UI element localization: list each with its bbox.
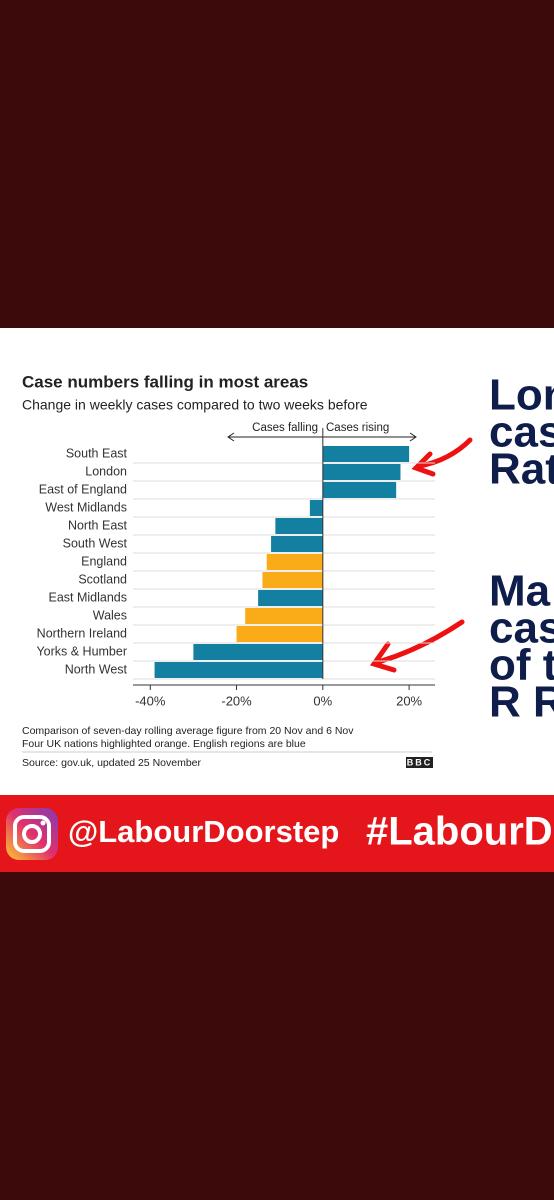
bar [271,536,323,552]
bar [266,554,323,570]
category-label: West Midlands [45,500,127,514]
category-label: South East [66,446,128,460]
side-line: of th [489,641,554,690]
bar [322,464,401,480]
banner-handle: @LabourDoorstep [68,814,339,849]
side-line: cas [489,408,554,457]
side-line: R Ra [489,678,554,727]
red-arrow [369,619,465,673]
red-arrow [411,437,473,477]
logo-bg [406,757,433,768]
chart-title: Case numbers falling in most areas [22,372,308,391]
side-line: Lon [489,371,554,420]
bar [245,608,323,624]
icon-dot [40,820,46,826]
category-label: North West [65,662,128,676]
category-label: East of England [39,482,127,496]
bar [236,626,323,642]
x-tick-label: 20% [396,693,422,708]
side-text: LoncasRatMacasof thR Ra [489,371,554,727]
footnote: Comparison of seven-day rolling average … [22,725,354,737]
banner [0,795,554,872]
bar [154,662,323,678]
icon-frame [13,815,51,853]
arrow-heads [227,432,417,442]
side-line: Rat [489,445,554,494]
source: Source: gov.uk, updated 25 November [22,757,202,769]
bar [322,482,397,498]
category-label: North East [68,518,128,532]
category-label: Northern Ireland [37,626,127,640]
category-label: Yorks & Humber [36,644,127,658]
bar [193,644,323,660]
category-label: England [81,554,127,568]
chart-subtitle: Change in weekly cases compared to two w… [22,397,368,413]
category-label: Scotland [78,572,127,586]
bar [258,590,323,606]
logo: BBC [407,757,433,767]
category-label: Wales [93,608,127,622]
x-tick-label: -40% [135,693,166,708]
annotation: Cases falling [252,422,318,434]
side-line: cas [489,604,554,653]
category-label: London [85,464,127,478]
side-line: Ma [489,567,551,616]
icon-lens [22,824,42,844]
bar [322,446,410,462]
category-label: South West [63,536,128,550]
footnote: Four UK nations highlighted orange. Engl… [22,738,306,750]
bar [275,518,323,534]
annotation: Cases rising [326,422,389,434]
bar [309,500,323,516]
bar [262,572,323,588]
category-label: East Midlands [48,590,127,604]
x-tick-label: 0% [313,693,332,708]
banner-hashtag: #LabourD [366,810,553,854]
x-tick-label: -20% [221,693,252,708]
